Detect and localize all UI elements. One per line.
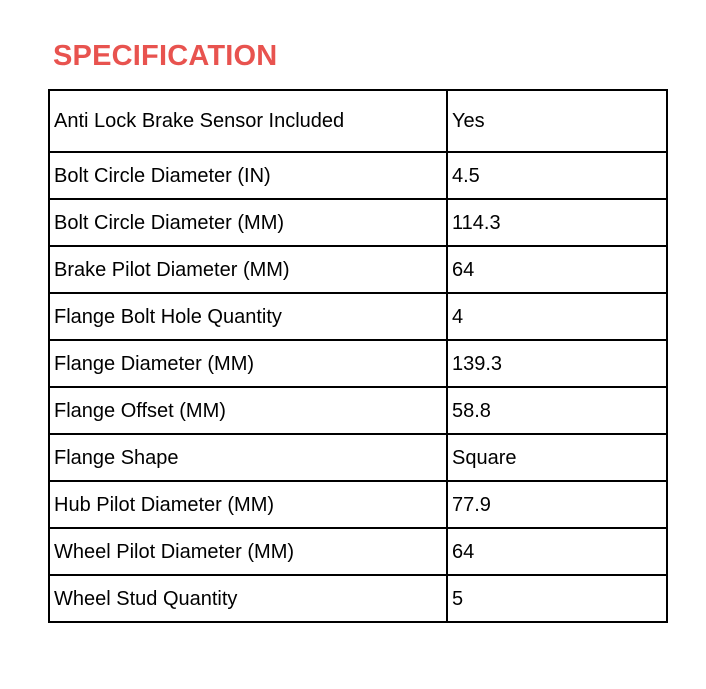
table-row: Anti Lock Brake Sensor Included Yes: [48, 89, 668, 153]
table-row: Wheel Stud Quantity 5: [48, 574, 668, 623]
spec-label: Bolt Circle Diameter (MM): [48, 198, 448, 247]
spec-value: 139.3: [446, 339, 668, 388]
spec-value: 5: [446, 574, 668, 623]
spec-label: Hub Pilot Diameter (MM): [48, 480, 448, 529]
spec-value: Square: [446, 433, 668, 482]
table-row: Flange Offset (MM) 58.8: [48, 386, 668, 435]
spec-label: Flange Diameter (MM): [48, 339, 448, 388]
spec-value: Yes: [446, 89, 668, 153]
spec-label: Flange Shape: [48, 433, 448, 482]
spec-value: 64: [446, 527, 668, 576]
table-row: Bolt Circle Diameter (IN) 4.5: [48, 151, 668, 200]
table-row: Flange Bolt Hole Quantity 4: [48, 292, 668, 341]
spec-value: 4: [446, 292, 668, 341]
spec-label: Bolt Circle Diameter (IN): [48, 151, 448, 200]
spec-label: Flange Bolt Hole Quantity: [48, 292, 448, 341]
spec-label: Flange Offset (MM): [48, 386, 448, 435]
table-row: Brake Pilot Diameter (MM) 64: [48, 245, 668, 294]
table-row: Flange Shape Square: [48, 433, 668, 482]
spec-value: 58.8: [446, 386, 668, 435]
spec-label: Wheel Stud Quantity: [48, 574, 448, 623]
table-row: Hub Pilot Diameter (MM) 77.9: [48, 480, 668, 529]
specification-table: Anti Lock Brake Sensor Included Yes Bolt C…: [48, 89, 668, 623]
spec-value: 77.9: [446, 480, 668, 529]
spec-value: 4.5: [446, 151, 668, 200]
page-title: SPECIFICATION: [53, 40, 278, 72]
table-row: Flange Diameter (MM) 139.3: [48, 339, 668, 388]
spec-label: Brake Pilot Diameter (MM): [48, 245, 448, 294]
table-row: Bolt Circle Diameter (MM) 114.3: [48, 198, 668, 247]
spec-value: 114.3: [446, 198, 668, 247]
spec-value: 64: [446, 245, 668, 294]
table-row: Wheel Pilot Diameter (MM) 64: [48, 527, 668, 576]
spec-label: Anti Lock Brake Sensor Included: [48, 89, 448, 153]
spec-label: Wheel Pilot Diameter (MM): [48, 527, 448, 576]
